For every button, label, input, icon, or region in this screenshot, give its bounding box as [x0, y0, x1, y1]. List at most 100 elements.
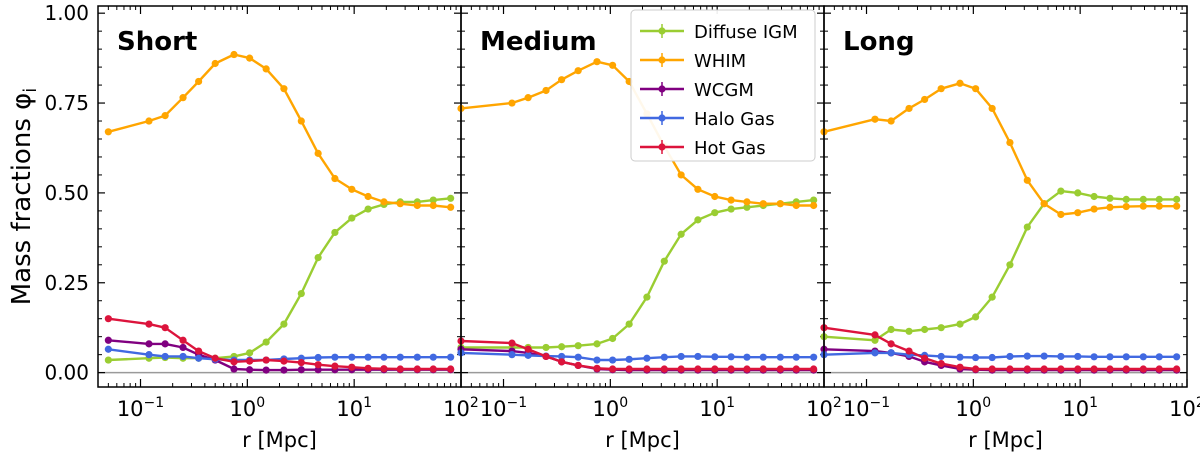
data-point	[364, 353, 372, 361]
legend-marker	[658, 114, 666, 122]
data-point	[694, 216, 702, 224]
x-tick-exponent: 0	[982, 395, 991, 411]
data-point	[1173, 202, 1181, 210]
data-point	[104, 356, 112, 364]
x-tick-exponent: −1	[507, 395, 528, 411]
data-point	[1023, 223, 1031, 231]
data-point	[1006, 138, 1014, 147]
x-tick-base: 10	[336, 397, 363, 421]
x-tick-label: 10−1	[843, 395, 890, 421]
data-point	[1057, 210, 1065, 219]
data-point	[331, 362, 339, 370]
series-line	[461, 198, 814, 349]
data-point	[810, 201, 818, 210]
y-tick-label: 0.00	[44, 361, 89, 385]
data-point	[280, 85, 288, 93]
data-point	[660, 353, 668, 361]
data-point	[1155, 353, 1163, 361]
data-point	[297, 289, 305, 298]
y-tick-label: 1.00	[44, 1, 89, 25]
data-point	[743, 353, 751, 361]
y-axis-label-subscript: i	[20, 88, 41, 93]
data-point	[104, 128, 112, 136]
data-point	[643, 354, 651, 362]
series-line	[108, 197, 451, 362]
data-point	[887, 325, 895, 334]
legend-label: WCGM	[694, 80, 754, 101]
data-point	[609, 365, 617, 373]
data-point	[508, 99, 516, 107]
y-tick-label: 0.50	[44, 181, 89, 205]
x-tick-base: 10	[843, 397, 870, 421]
data-point	[179, 343, 187, 352]
x-tick-exponent: 0	[256, 395, 265, 411]
data-point	[972, 85, 980, 93]
data-point	[792, 365, 800, 373]
x-tick-label: 100	[593, 395, 629, 421]
data-point	[246, 349, 254, 357]
data-point	[743, 365, 751, 373]
x-tick-exponent: 2	[1196, 395, 1200, 411]
series-line	[823, 189, 1177, 342]
data-point	[1155, 202, 1163, 210]
data-point	[195, 347, 203, 355]
data-point	[348, 214, 356, 222]
legend-label: Halo Gas	[694, 109, 775, 130]
data-point	[331, 228, 339, 237]
data-point	[429, 196, 437, 204]
data-point	[380, 365, 388, 373]
data-point	[195, 77, 203, 86]
data-point	[609, 356, 617, 364]
data-point	[429, 365, 437, 373]
data-point	[887, 340, 895, 348]
data-point	[380, 198, 388, 206]
data-point	[1090, 365, 1098, 373]
data-point	[1023, 365, 1031, 373]
data-point	[1057, 352, 1065, 361]
data-point	[447, 194, 455, 202]
x-tick-exponent: 1	[1089, 395, 1098, 411]
x-tick-exponent: 2	[833, 395, 842, 411]
data-point	[1006, 261, 1014, 269]
data-point	[593, 364, 601, 372]
data-point	[905, 347, 913, 355]
data-point	[558, 76, 566, 84]
legend-label: Hot Gas	[694, 138, 766, 159]
x-tick-base: 10	[230, 397, 257, 421]
x-tick-base: 10	[1169, 397, 1196, 421]
legend-item: WCGM	[640, 80, 754, 101]
data-point	[810, 196, 818, 204]
data-point	[972, 313, 980, 321]
data-point	[1057, 365, 1065, 373]
x-tick-label: 101	[1062, 395, 1098, 421]
panel-title: Long	[843, 27, 915, 57]
series-diffuse-igm	[457, 196, 818, 352]
data-point	[988, 365, 996, 373]
data-point	[297, 366, 305, 374]
data-point	[677, 171, 685, 179]
data-point	[1173, 365, 1181, 373]
data-point	[558, 358, 566, 366]
x-tick-base: 10	[480, 397, 507, 421]
data-point	[161, 340, 169, 348]
series-whim	[820, 79, 1181, 219]
data-point	[230, 365, 238, 373]
data-point	[246, 366, 254, 374]
data-point	[792, 353, 800, 361]
data-point	[508, 339, 516, 347]
data-point	[1006, 365, 1014, 373]
data-point	[1090, 205, 1098, 213]
data-point	[905, 327, 913, 335]
data-point	[348, 185, 356, 193]
data-point	[574, 361, 582, 370]
data-point	[759, 365, 767, 373]
legend-marker	[658, 56, 666, 64]
data-point	[956, 79, 964, 87]
data-point	[314, 366, 322, 374]
data-point	[1122, 365, 1130, 373]
data-point	[1139, 195, 1147, 203]
x-tick-base: 10	[443, 397, 470, 421]
data-point	[161, 352, 169, 361]
x-tick-label: 101	[699, 395, 735, 421]
y-tick-label: 0.25	[44, 271, 89, 295]
